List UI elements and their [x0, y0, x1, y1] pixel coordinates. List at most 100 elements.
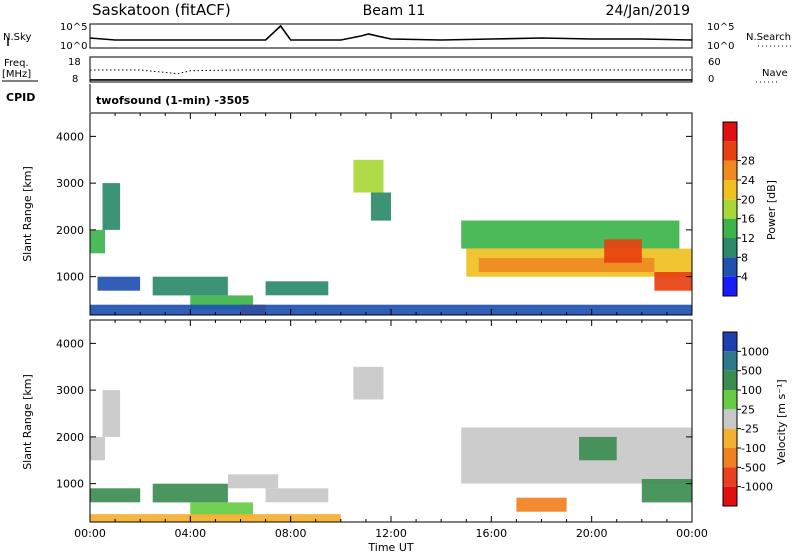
power-cbar-swatch	[723, 257, 737, 277]
power-cbar-swatch	[723, 276, 737, 296]
freq-label-line1: Freq.	[4, 58, 29, 69]
station-title: Saskatoon (fitACF)	[92, 1, 231, 19]
nave-line	[90, 69, 692, 75]
velocity-cbar-swatch	[723, 370, 737, 390]
velocity-y-tick-label: 1000	[56, 478, 84, 491]
power-y-tick-label: 3000	[56, 177, 84, 190]
velocity-data-cells	[90, 366, 692, 522]
data-patch	[579, 436, 617, 461]
velocity-colorbar: 1000 500 100 25 -25 -100 -500 -1000	[722, 331, 773, 507]
nave-tick-top: 60	[708, 57, 721, 68]
sky-left-tick-bottom: 10^0	[60, 41, 87, 52]
data-patch	[265, 281, 329, 296]
data-patch	[97, 276, 141, 291]
data-patch	[90, 488, 141, 503]
velocity-cbar-swatch	[723, 467, 737, 487]
x-tick-labels: 00:00 04:00 08:00 12:00 16:00 20:00 00:00	[74, 527, 708, 540]
power-cbar-swatch	[723, 160, 737, 180]
power-ylabel: Slant Range [km]	[21, 166, 34, 262]
velocity-cbar-tick: -100	[741, 442, 766, 455]
x-tick-label: 00:00	[74, 527, 106, 540]
power-y-tick-label: 2000	[56, 224, 84, 237]
data-patch	[152, 483, 228, 503]
data-patch	[228, 474, 279, 489]
freq-panel: Freq. [MHz] 18 8 60 0 Nave	[2, 56, 788, 85]
data-patch	[353, 366, 384, 400]
velocity-cbar-tick: 500	[741, 365, 762, 378]
velocity-cbar-swatch	[723, 428, 737, 448]
velocity-ylabel: Slant Range [km]	[21, 374, 34, 470]
sky-right-tick-top: 10^5	[707, 22, 734, 33]
power-colorbar: 4 8 12 16 20 24 28	[722, 121, 755, 297]
velocity-x-ticks	[89, 320, 693, 522]
power-cbar-tick: 24	[741, 174, 755, 187]
velocity-y-tick-label: 4000	[56, 337, 84, 350]
velocity-cbar-tick: 100	[741, 384, 762, 397]
data-patch	[152, 276, 228, 296]
x-tick-label: 08:00	[275, 527, 307, 540]
data-patch	[102, 390, 121, 437]
nsky-line	[89, 24, 693, 41]
x-tick-label: 04:00	[174, 527, 206, 540]
velocity-cbar-tick: -500	[741, 461, 766, 474]
velocity-y-ticks: 1000 2000 3000 4000	[56, 337, 692, 491]
power-cbar-tick: 8	[741, 251, 748, 264]
data-patch	[353, 159, 384, 193]
sky-left-tick-top: 10^5	[60, 22, 87, 33]
sky-right-tick-bottom: 10^0	[707, 41, 734, 52]
x-tick-label: 12:00	[375, 527, 407, 540]
velocity-cbar-swatch	[723, 448, 737, 468]
velocity-cbar-swatch	[723, 390, 737, 410]
velocity-cbar-swatch	[723, 351, 737, 371]
sky-left-label: N.Sky	[3, 32, 31, 43]
data-patch	[641, 479, 692, 503]
cpid-value: twofsound (1-min) -3505	[96, 94, 250, 107]
data-patch	[90, 436, 105, 461]
x-axis-label: Time UT	[367, 541, 413, 554]
power-cbar-swatch	[723, 218, 737, 238]
power-y-ticks: 1000 2000 3000 4000	[56, 130, 692, 284]
power-cbar-swatch	[723, 122, 737, 142]
data-patch	[90, 229, 105, 254]
data-patch	[461, 220, 680, 249]
velocity-cbar-tick: 1000	[741, 345, 769, 358]
x-tick-label: 20:00	[576, 527, 608, 540]
data-patch	[654, 272, 692, 291]
velocity-cbar-tick: -1000	[741, 481, 773, 494]
velocity-y-tick-label: 3000	[56, 384, 84, 397]
power-data-cells	[90, 159, 693, 315]
data-patch	[370, 192, 391, 221]
sky-panel: N.Sky 10^5 10^0 10^5 10^0 N.Search	[3, 22, 792, 52]
sky-right-label: N.Search	[746, 32, 791, 43]
velocity-panel: 1000 2000 3000 4000 Slant Range [km] 1000 50…	[21, 319, 788, 523]
power-cbar-tick: 28	[741, 155, 755, 168]
x-tick-label: 16:00	[475, 527, 507, 540]
power-cbar-tick: 12	[741, 232, 755, 245]
freq-tick-bottom: 8	[72, 74, 78, 85]
cpid-label: CPID	[6, 91, 35, 104]
power-x-ticks	[89, 113, 693, 315]
velocity-cbar-swatch	[723, 486, 737, 506]
velocity-cbar-label: Velocity [m s⁻¹]	[775, 379, 788, 464]
power-panel: 1000 2000 3000 4000 Slant Range [km] 4 8 12 16…	[21, 112, 778, 316]
data-patch	[265, 488, 329, 503]
velocity-y-tick-label: 2000	[56, 431, 84, 444]
power-cbar-tick: 4	[741, 271, 748, 284]
data-patch	[461, 427, 692, 484]
power-cbar-label: Power [dB]	[765, 180, 778, 240]
power-cbar-tick: 16	[741, 213, 755, 226]
freq-label-line2: [MHz]	[2, 69, 31, 80]
power-cbar-swatch	[723, 199, 737, 219]
power-y-tick-label: 1000	[56, 271, 84, 284]
data-patch	[516, 497, 567, 512]
beam-title: Beam 11	[363, 3, 426, 19]
nave-label: Nave	[762, 68, 788, 79]
date-title: 24/Jan/2019	[606, 3, 690, 19]
velocity-cbar-tick: 25	[741, 403, 755, 416]
power-cbar-swatch	[723, 180, 737, 200]
power-cbar-swatch	[723, 141, 737, 161]
data-patch	[102, 183, 121, 230]
nave-tick-bottom: 0	[708, 74, 714, 85]
velocity-cbar-swatch	[723, 409, 737, 429]
